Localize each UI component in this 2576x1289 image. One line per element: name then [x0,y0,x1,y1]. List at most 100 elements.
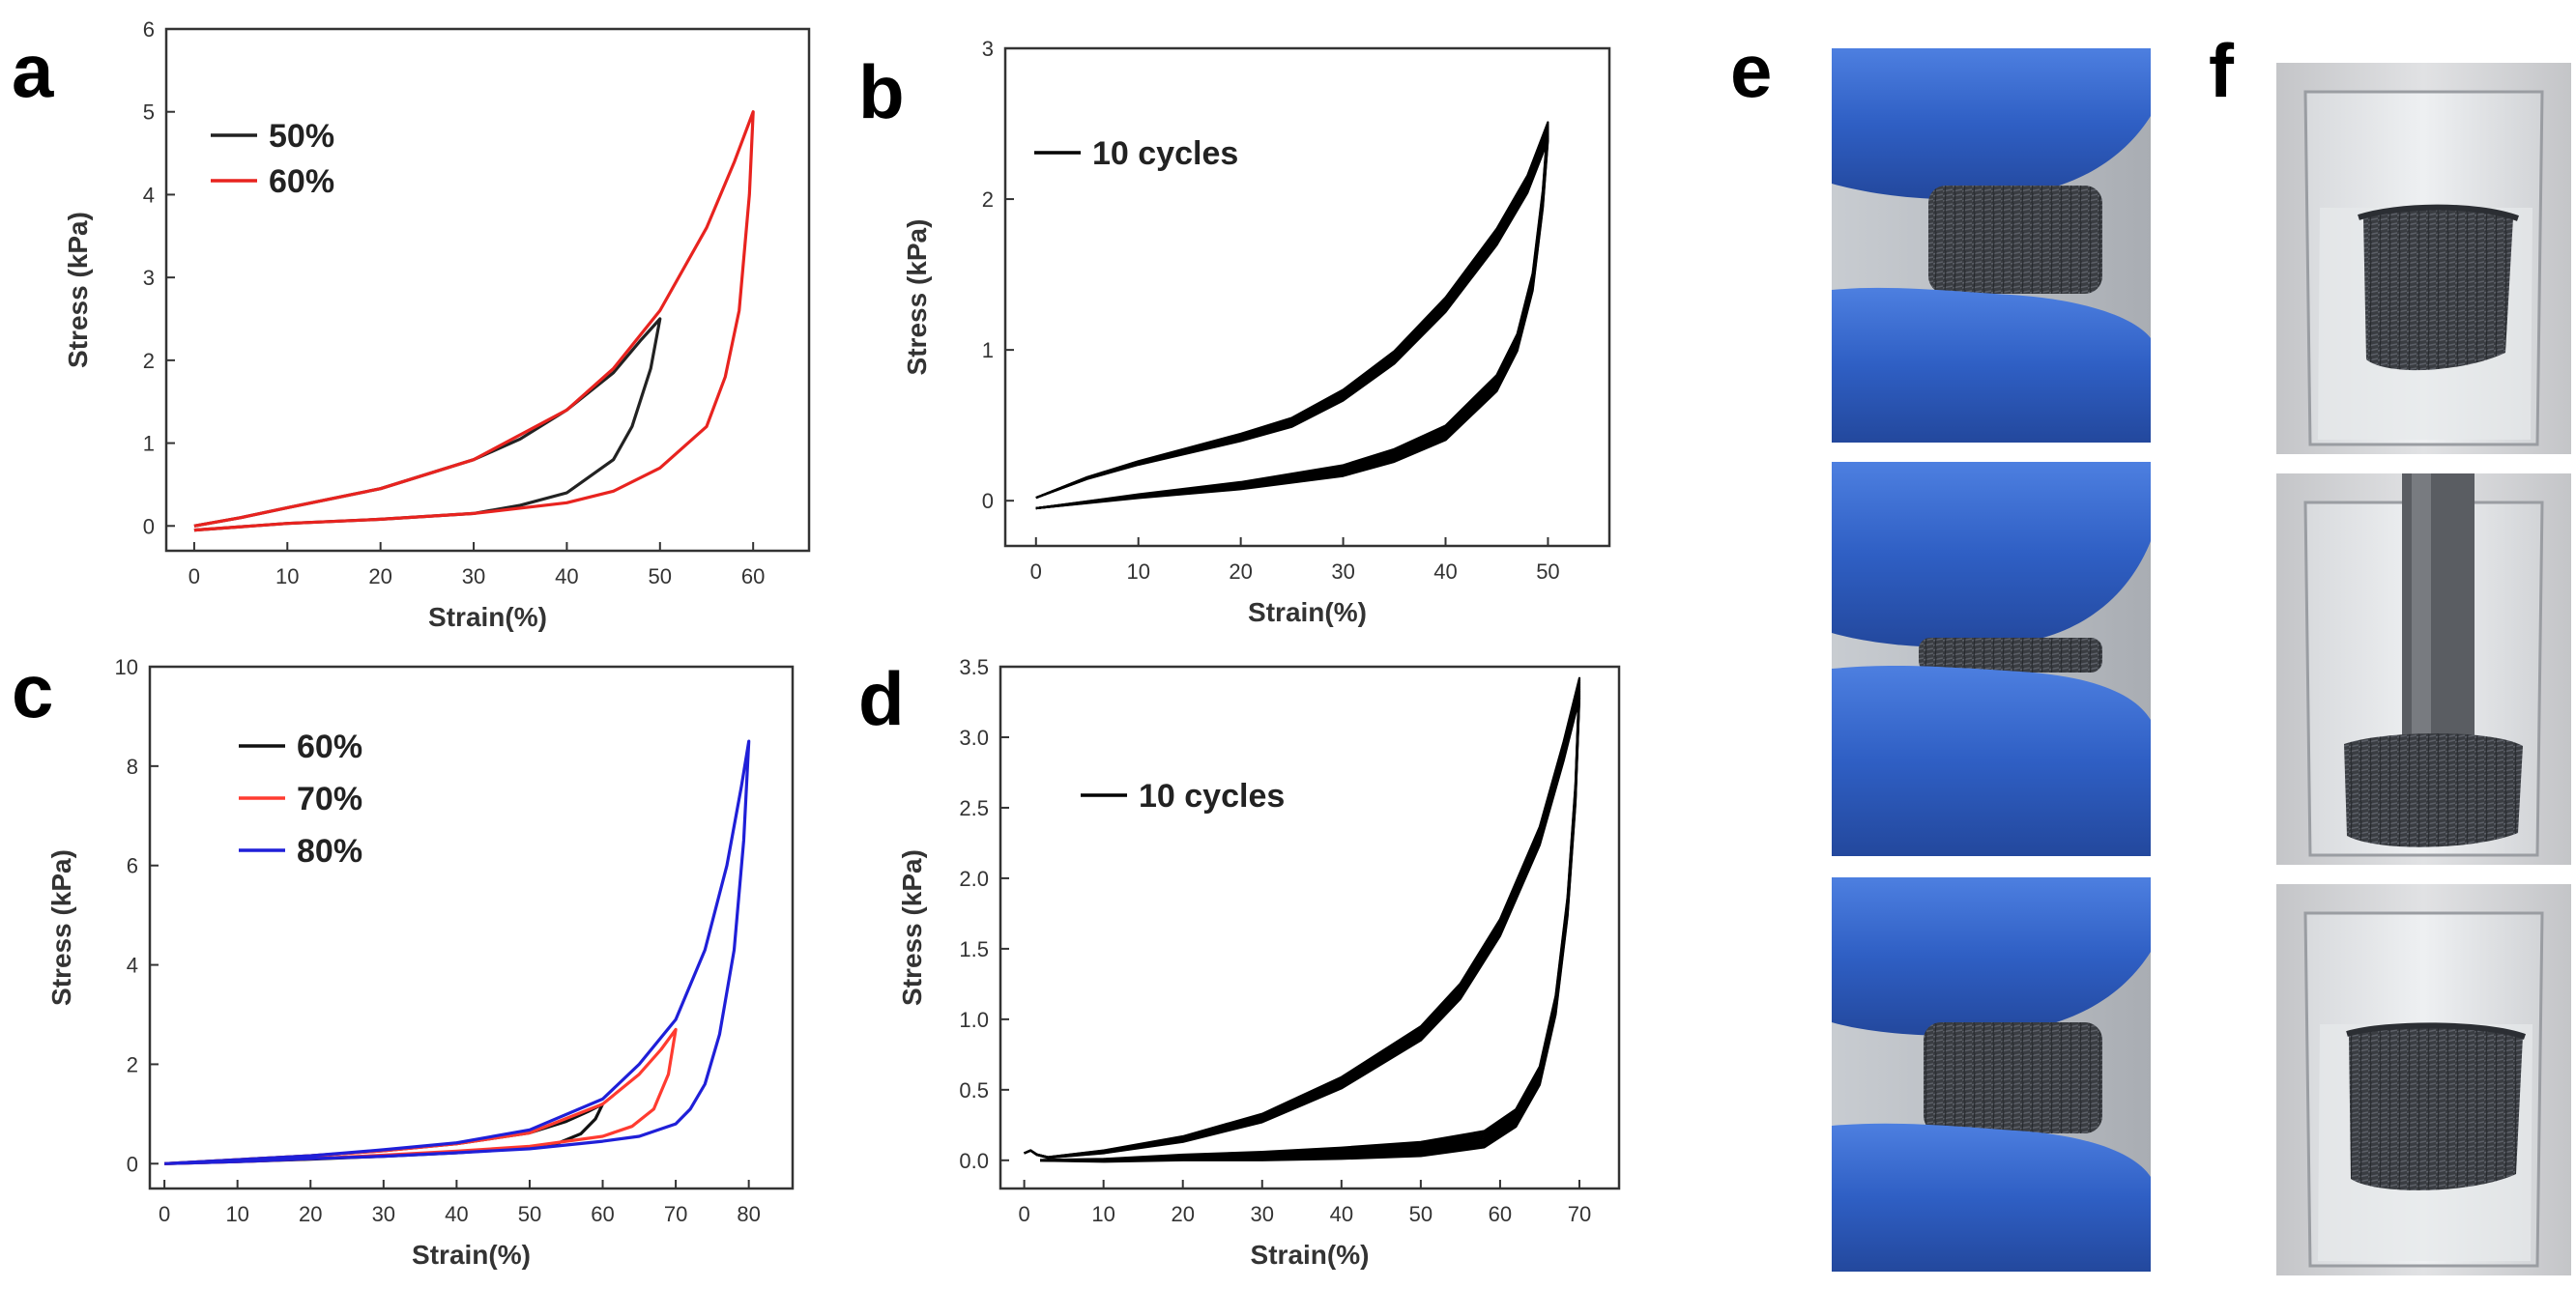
series-line-10-cycles-cycle-9 [1024,678,1581,1161]
y-axis-label: Stress (kPa) [897,849,927,1006]
y-tick-label: 4 [127,954,138,978]
y-tick-label: 0 [127,1152,138,1176]
legend-label: 50% [269,118,334,155]
series-line-80- [164,739,751,1165]
y-tick-label: 2 [127,1052,138,1076]
y-tick-label: 0.0 [959,1149,989,1173]
y-axis-label: Stress (kPa) [63,212,93,368]
x-tick-label: 40 [555,564,578,588]
x-axis-label: Strain(%) [1251,1240,1370,1270]
y-tick-label: 3.5 [959,655,989,679]
x-tick-label: 30 [372,1202,395,1226]
panel-letter-f: f [2209,28,2235,113]
x-tick-label: 60 [1489,1202,1512,1226]
x-tick-label: 60 [591,1202,614,1226]
x-tick-label: 30 [1331,559,1354,584]
x-tick-label: 20 [368,564,391,588]
x-tick-label: 20 [299,1202,322,1226]
x-tick-label: 0 [188,564,200,588]
x-tick-label: 40 [445,1202,468,1226]
y-tick-label: 3.0 [959,726,989,750]
x-tick-label: 40 [1330,1202,1353,1226]
plot-frame [148,665,795,1190]
y-tick-label: 6 [127,854,138,878]
legend-label: 70% [297,781,362,817]
x-axis-label: Strain(%) [1248,597,1367,627]
x-tick-label: 70 [1568,1202,1591,1226]
x-tick-label: 70 [664,1202,687,1226]
y-tick-label: 1 [143,432,155,456]
series-line-10-cycles-cycle-7 [1035,127,1549,510]
series-line-10-cycles-cycle-8 [1035,125,1549,510]
legend-label: 80% [297,833,362,870]
photo-e-uncompressed [1832,48,2151,443]
legend-label: 60% [297,729,362,765]
x-tick-label: 50 [1536,559,1559,584]
x-tick-label: 10 [225,1202,248,1226]
y-tick-label: 0.5 [959,1078,989,1103]
series-line-10-cycles-cycle-6 [1035,129,1549,510]
x-tick-label: 50 [518,1202,541,1226]
series-line-10-cycles-cycle-2 [1035,137,1549,510]
chart-a: 0 10 20 30 40 50 60 0 1 2 3 4 5 6 Strain(%) Stress (kPa… [63,17,811,632]
legend-label: 10 cycles [1139,778,1285,815]
x-tick-label: 20 [1229,559,1252,584]
x-tick-label: 60 [741,564,765,588]
x-axis-label: Strain(%) [412,1240,531,1270]
y-tick-label: 2.0 [959,867,989,891]
y-tick-label: 0 [982,489,994,513]
x-tick-label: 0 [1018,1202,1029,1226]
x-tick-label: 30 [1251,1202,1274,1226]
y-tick-label: 1.5 [959,937,989,961]
y-tick-label: 10 [115,655,138,679]
y-tick-label: 5 [143,100,155,125]
x-tick-label: 30 [462,564,485,588]
series-line-10-cycles-cycle-9 [1035,123,1549,510]
y-tick-label: 1 [982,338,994,362]
y-tick-label: 4 [143,183,155,207]
y-tick-label: 8 [127,755,138,779]
series-line-10-cycles-cycle-10 [1024,676,1581,1161]
y-tick-label: 6 [143,17,155,42]
legend-label: 60% [269,163,334,200]
y-tick-label: 2 [982,187,994,212]
x-tick-label: 80 [737,1202,760,1226]
series-line-10-cycles-cycle-10 [1035,121,1549,510]
y-tick-label: 3 [143,266,155,290]
x-tick-label: 40 [1433,559,1457,584]
panel-letter-d: d [858,656,905,741]
photo-e-recovered [1832,877,2151,1272]
panel-letter-e: e [1730,28,1772,113]
plot-frame [164,27,811,553]
chart-b: 0 10 20 30 40 50 0 1 2 3 Strain(%) Stress (kPa) 10 c… [902,37,1611,627]
x-tick-label: 10 [1091,1202,1114,1226]
x-tick-label: 50 [649,564,672,588]
series-line-10-cycles-cycle-8 [1024,681,1581,1161]
photo-e-compressed [1832,462,2151,856]
legend-label: 10 cycles [1092,135,1238,172]
panel-letter-b: b [858,49,905,134]
x-tick-label: 10 [1126,559,1149,584]
x-tick-label: 10 [275,564,299,588]
chart-d: 0 10 20 30 40 50 60 70 0.0 0.5 1.0 1.5 2.0 2.5 3.0 3.5 S… [897,655,1621,1270]
x-tick-label: 0 [1030,559,1042,584]
plot-frame [1003,46,1611,548]
photo-f-floating [2276,63,2571,454]
series-line-10-cycles-cycle-5 [1035,130,1549,510]
panel-letter-a: a [12,28,54,113]
chart-c: 0 10 20 30 40 50 60 70 80 0 2 4 6 8 10 Strain(%) Stress … [46,655,795,1270]
photo-f-pressed [2276,473,2571,865]
y-axis-label: Stress (kPa) [46,849,76,1006]
series-line-10-cycles-cycle-3 [1035,134,1549,510]
series-line-10-cycles-cycle-1 [1035,139,1549,510]
series-line-70- [164,1027,678,1165]
y-tick-label: 0 [143,514,155,538]
plot-frame [999,665,1621,1190]
y-tick-label: 1.0 [959,1008,989,1032]
photo-f-recovered [2276,884,2571,1275]
y-tick-label: 3 [982,37,994,61]
series-line-10-cycles-cycle-4 [1035,132,1549,510]
x-tick-label: 0 [159,1202,170,1226]
series-line-60- [193,110,755,532]
